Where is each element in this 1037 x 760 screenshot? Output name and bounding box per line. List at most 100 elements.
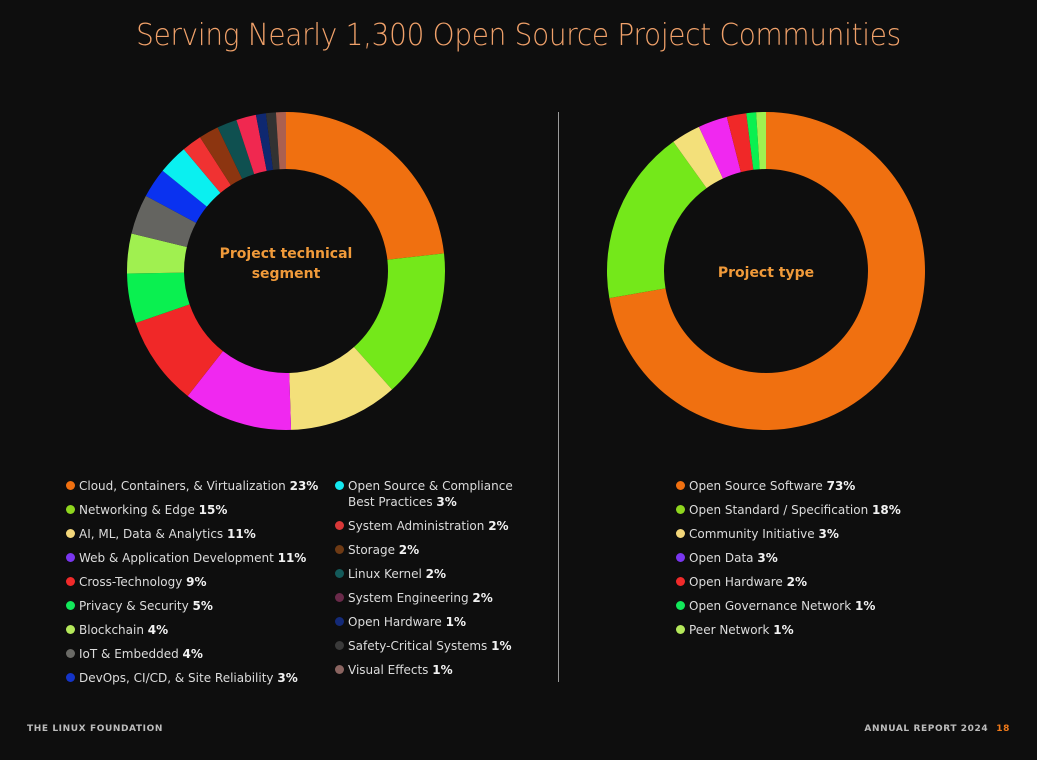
legend-dot-icon [66,529,75,538]
legend-label: System Administration [348,519,489,533]
legend-value: 1% [432,663,453,677]
legend-label: Open Standard / Specification [689,503,872,517]
legend-dot-icon [676,529,685,538]
legend-label: DevOps, CI/CD, & Site Reliability [79,671,278,685]
legend-value: 23% [289,479,319,493]
legend-value: 11% [227,527,256,541]
legend-dot-icon [335,481,344,490]
legend-value: 1% [445,615,466,629]
legend-dot-icon [66,625,75,634]
legend-value: 73% [826,479,856,493]
donut-slice-type [609,112,925,430]
legend-dot-icon [335,521,344,530]
legend-item: Safety-Critical Systems 1% [335,634,525,658]
legend-value: 1% [491,639,512,653]
legend-value: 1% [855,599,876,613]
legend-item: Cloud, Containers, & Virtualization 23% [66,474,326,498]
legend-label: Open Hardware [689,575,787,589]
legend-text: Cloud, Containers, & Virtualization 23% [79,474,318,498]
legend-item: Networking & Edge 15% [66,498,326,522]
donut-slice-technical [275,112,286,170]
donut-slice-type [673,126,723,189]
legend-dot-icon [676,553,685,562]
legend-item: Visual Effects 1% [335,658,525,682]
footer-report: ANNUAL REPORT 2024 18 [864,724,1010,734]
donut-slice-technical [255,113,274,171]
legend-value: 2% [425,567,447,581]
legend-label: Networking & Edge [79,503,199,517]
chart-center-label-technical: Project technical segment [219,246,353,282]
legend-item: Cross-Technology 9% [66,570,326,594]
legend-text: Open Governance Network 1% [689,594,875,618]
legend-dot-icon [66,673,75,682]
legend-item: Peer Network 1% [676,618,936,642]
legend-text: Open Data 3% [689,546,778,570]
legend-dot-icon [335,665,344,674]
donut-slice-technical [286,112,445,260]
legend-item: Privacy & Security 5% [66,594,326,618]
legend-item: DevOps, CI/CD, & Site Reliability 3% [66,666,326,690]
legend-value: 2% [488,519,509,533]
legend-technical-col2: Open Source & Compliance Best Practices … [335,474,525,682]
legend-dot-icon [66,481,75,490]
legend-dot-icon [66,649,75,658]
legend-type: Open Source Software 73% Open Standard / … [676,474,936,642]
legend-dot-icon [335,593,344,602]
legend-dot-icon [676,601,685,610]
donut-slice-technical [217,119,255,179]
legend-text: Open Hardware 2% [689,570,807,594]
donut-slice-technical [135,304,223,396]
legend-text: IoT & Embedded 4% [79,642,203,666]
legend-label: System Engineering [348,591,473,605]
legend-text: Open Source Software 73% [689,474,855,498]
legend-item: Open Governance Network 1% [676,594,936,618]
legend-value: 18% [872,503,901,517]
legend-text: Blockchain 4% [79,618,168,642]
donut-slice-technical [354,253,445,390]
legend-value: 4% [147,623,169,637]
donut-slice-technical [162,149,221,207]
legend-value: 3% [757,551,778,565]
legend-label: Storage [348,543,399,557]
legend-text: Safety-Critical Systems 1% [348,634,511,658]
legend-text: Visual Effects 1% [348,658,453,682]
donut-slice-type [607,141,707,299]
legend-label: Peer Network [689,623,774,637]
legend-label: Open Source & Compliance Best Practices [348,479,513,509]
legend-text: System Administration 2% [348,514,509,538]
donut-slice-technical [183,137,231,193]
legend-item: Storage 2% [335,538,525,562]
legend-item: Linux Kernel 2% [335,562,525,586]
legend-item: Blockchain 4% [66,618,326,642]
legend-item: Web & Application Development 11% [66,546,326,570]
legend-label: Community Initiative [689,527,819,541]
legend-item: Open Source & Compliance Best Practices … [335,474,525,514]
legend-item: Community Initiative 3% [676,522,936,546]
legend-text: Cross-Technology 9% [79,570,207,594]
legend-dot-icon [676,577,685,586]
legend-item: Open Hardware 1% [335,610,525,634]
legend-label: Visual Effects [348,663,433,677]
legend-item: System Administration 2% [335,514,525,538]
legend-value: 9% [186,575,207,589]
legend-label: AI, ML, Data & Analytics [79,527,227,541]
donut-slice-technical [236,114,267,175]
legend-dot-icon [66,601,75,610]
legend-text: AI, ML, Data & Analytics 11% [79,522,256,546]
donut-slice-technical [145,170,207,223]
legend-value: 11% [277,551,307,565]
legend-text: Storage 2% [348,538,419,562]
legend-value: 2% [472,591,493,605]
legend-item: Open Source Software 73% [676,474,936,498]
legend-label: Linux Kernel [348,567,426,581]
page-number: 18 [996,724,1010,734]
donut-slice-type [726,113,754,173]
legend-label: Open Governance Network [689,599,855,613]
legend-dot-icon [676,481,685,490]
legend-item: AI, ML, Data & Analytics 11% [66,522,326,546]
legend-dot-icon [676,625,685,634]
legend-dot-icon [66,577,75,586]
donut-slice-technical [200,127,243,186]
divider [558,112,559,682]
